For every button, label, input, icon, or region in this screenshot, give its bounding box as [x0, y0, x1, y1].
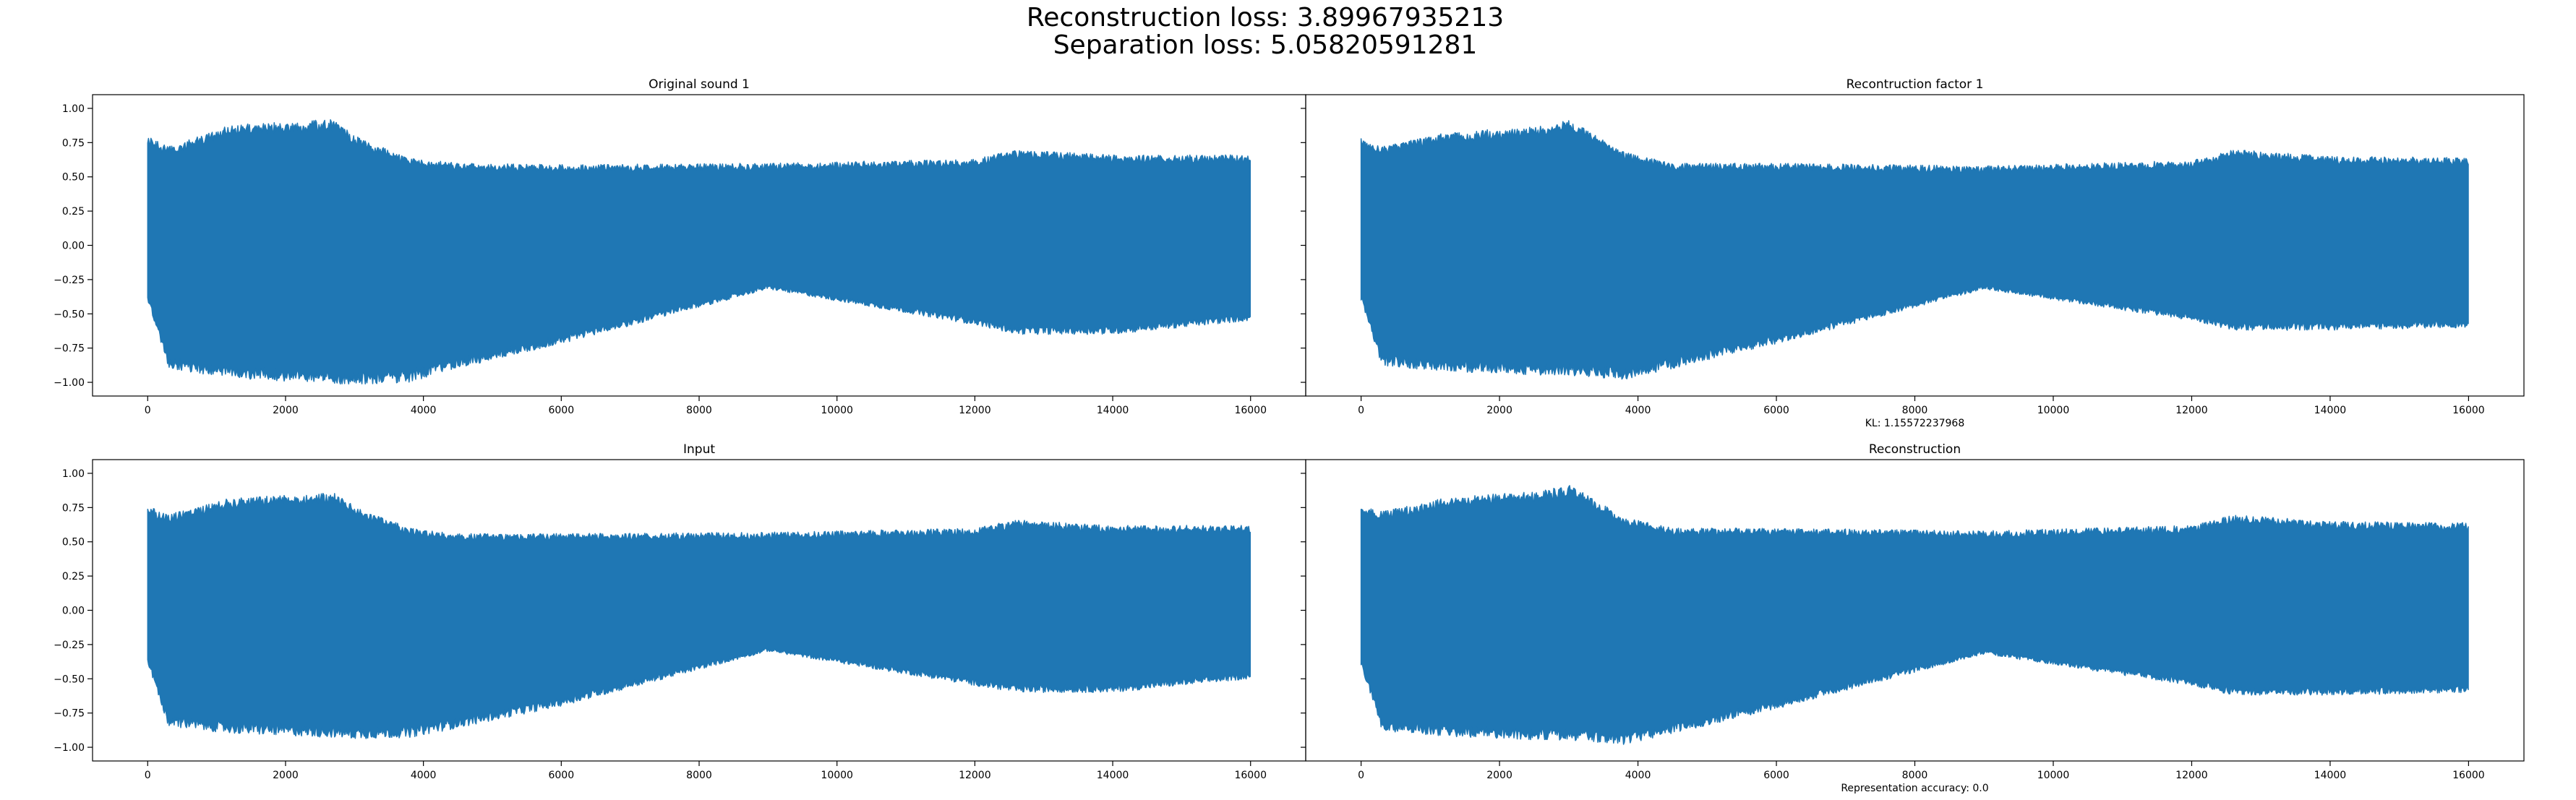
x-tick-label: 14000 — [1097, 405, 1129, 416]
y-tick-label: −1.00 — [54, 377, 85, 389]
x-axis-label: Representation accuracy: 0.0 — [1841, 783, 1988, 794]
x-tick-label: 12000 — [959, 770, 991, 781]
waveform-series — [147, 493, 1251, 739]
x-tick-label: 4000 — [1625, 770, 1651, 781]
x-tick-label: 16000 — [1234, 770, 1267, 781]
x-tick-label: 2000 — [273, 405, 299, 416]
waveform-series — [1360, 120, 2469, 380]
x-tick-label: 10000 — [821, 770, 853, 781]
y-tick-label: 0.25 — [62, 206, 85, 218]
x-tick-label: 16000 — [2452, 770, 2485, 781]
x-tick-label: 2000 — [273, 770, 299, 781]
panel-reconstruction-factor-1: Recontruction factor 1 0 2000 4000 6000 8000 1… — [1301, 77, 2525, 429]
x-tick-label: 6000 — [1763, 770, 1789, 781]
subplot-title: Reconstruction — [1869, 442, 1961, 457]
x-tick-label: 0 — [1358, 770, 1364, 781]
x-tick-label: 16000 — [2452, 405, 2485, 416]
subplot-title: Input — [683, 442, 715, 457]
y-tick-label: 0.25 — [62, 571, 85, 582]
x-axis-label: KL: 1.15572237968 — [1865, 418, 1964, 429]
x-tick-label: 6000 — [548, 770, 574, 781]
subplot-title: Original sound 1 — [649, 77, 750, 92]
x-tick-label: 8000 — [686, 770, 712, 781]
y-tick-label: 0.50 — [62, 172, 85, 184]
y-tick-label: 0.00 — [62, 606, 85, 617]
y-tick-label: −0.75 — [54, 343, 85, 355]
y-tick-label: 1.00 — [62, 103, 85, 115]
x-tick-label: 8000 — [1902, 770, 1928, 781]
y-tick-label: −0.25 — [54, 275, 85, 286]
x-tick-label: 0 — [145, 770, 151, 781]
x-tick-label: 12000 — [959, 405, 991, 416]
y-tick-label: −0.25 — [54, 640, 85, 651]
x-tick-label: 6000 — [1763, 405, 1789, 416]
panel-reconstruction: Reconstruction 0 2000 4000 6000 8000 10000 1200… — [1301, 442, 2525, 794]
x-tick-label: 6000 — [548, 405, 574, 416]
y-tick-label: 0.50 — [62, 537, 85, 549]
x-tick-label: 10000 — [821, 405, 853, 416]
y-tick-label: −0.50 — [54, 309, 85, 320]
x-tick-label: 14000 — [2314, 770, 2347, 781]
x-tick-label: 4000 — [411, 770, 437, 781]
y-tick-label: −0.75 — [54, 708, 85, 720]
x-tick-label: 14000 — [2314, 405, 2347, 416]
y-tick-label: 0.75 — [62, 502, 85, 514]
suptitle-line-1: Reconstruction loss: 3.89967935213 — [1027, 3, 1504, 33]
x-tick-label: 12000 — [2175, 770, 2208, 781]
x-tick-label: 2000 — [1486, 770, 1512, 781]
x-tick-label: 2000 — [1486, 405, 1512, 416]
suptitle-line-2: Separation loss: 5.05820591281 — [1053, 30, 1478, 60]
y-tick-label: 1.00 — [62, 468, 85, 480]
x-tick-label: 12000 — [2175, 405, 2208, 416]
y-tick-label: 0.75 — [62, 137, 85, 149]
x-tick-label: 0 — [145, 405, 151, 416]
panel-original-sound-1: Original sound 1 0 2000 4000 6000 8000 10000 12… — [54, 77, 1306, 416]
x-tick-label: 8000 — [1902, 405, 1928, 416]
x-tick-label: 4000 — [411, 405, 437, 416]
x-tick-label: 0 — [1358, 405, 1364, 416]
x-tick-label: 16000 — [1234, 405, 1267, 416]
panel-input: Input 0 2000 4000 6000 8000 10000 12000 14000 160… — [54, 442, 1306, 781]
subplot-title: Recontruction factor 1 — [1847, 77, 1984, 92]
waveform-series — [147, 119, 1251, 385]
y-tick-label: −1.00 — [54, 742, 85, 754]
waveform-series — [1360, 485, 2469, 745]
x-tick-label: 4000 — [1625, 405, 1651, 416]
x-tick-label: 14000 — [1097, 770, 1129, 781]
x-tick-label: 8000 — [686, 405, 712, 416]
y-tick-label: −0.50 — [54, 674, 85, 685]
x-tick-label: 10000 — [2037, 405, 2070, 416]
x-tick-label: 10000 — [2037, 770, 2070, 781]
y-tick-label: 0.00 — [62, 241, 85, 252]
